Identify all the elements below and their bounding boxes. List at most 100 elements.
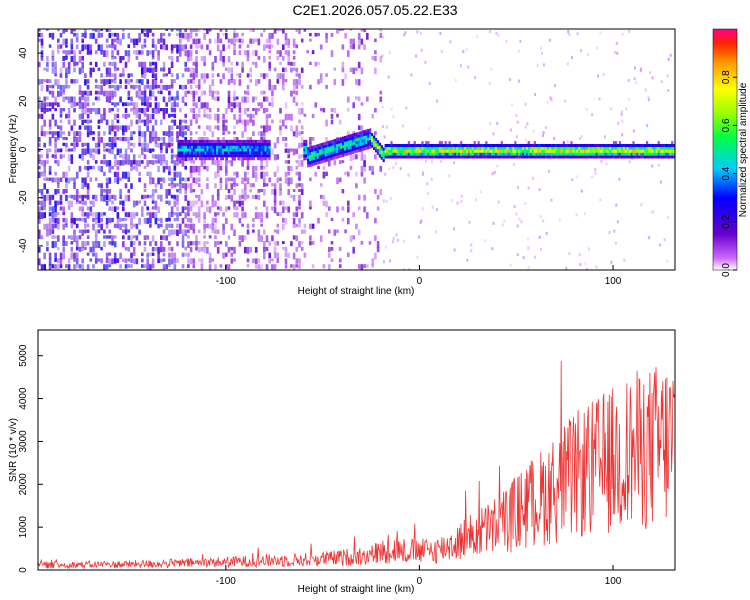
spectrogram-noise-cell [70,148,74,152]
spectrogram-signal-cell [392,149,395,153]
spectrogram-noise-cell [189,200,193,208]
spectrogram-signal-cell [429,155,432,159]
spectrogram-noise-cell [92,252,95,257]
spectrogram-signal-cell [651,144,654,147]
spectrogram-noise-cell [233,206,236,210]
spectrogram-noise-cell [48,200,52,206]
spectrogram-noise-cell [62,56,65,61]
spectrogram-noise-cell [75,79,79,84]
spectrogram-signal-cell [229,148,232,152]
spectrogram-signal-cell [506,155,509,159]
spectrogram-noise-cell [309,61,312,65]
spectrogram-noise-cell [225,67,228,71]
spectrogram-signal-cell [502,155,505,159]
spectrogram-signal-cell [218,148,221,152]
spectrogram-noise-cell [65,217,68,225]
spectrogram-noise-cell [544,126,547,130]
spectrogram-noise-cell [116,217,120,224]
spectrogram-noise-cell [132,50,136,55]
spectrogram-signal-cell [638,144,641,147]
spectrogram-noise-cell [491,247,494,251]
spectrogram-signal-cell [628,146,631,150]
spectrogram-noise-cell [336,177,339,185]
spectrogram-noise-cell [62,84,65,92]
spectrogram-noise-cell [165,264,168,269]
spectrogram-noise-cell [216,119,220,124]
spectrogram-noise-cell [542,219,545,223]
spectrogram-noise-cell [287,252,290,258]
spectrogram-noise-cell [173,183,177,188]
spectrogram-signal-cell [644,144,647,147]
spectrogram-signal-cell [469,152,472,156]
spectrogram-noise-cell [65,223,68,228]
spectrogram-noise-cell [384,172,387,176]
spectrogram-noise-cell [244,194,247,201]
spectrogram-noise-cell [252,217,255,222]
spectrogram-noise-cell [81,90,84,97]
spectrogram-noise-cell [300,183,304,189]
spectrogram-signal-cell [609,146,612,150]
spectrogram-noise-cell [292,67,296,71]
spectrogram-signal-cell [638,152,641,156]
spectrogram-signal-cell [587,152,591,156]
spectrogram-noise-cell [197,108,201,113]
spectrogram-signal-cell [562,149,565,153]
spectrogram-noise-cell [59,200,63,205]
spectrogram-noise-cell [105,73,109,78]
spectrogram-noise-cell [54,79,57,86]
spectrogram-noise-cell [146,32,149,38]
spectrogram-signal-cell [415,152,418,156]
spectrogram-signal-cell [458,152,461,156]
spectrogram-noise-cell [146,102,149,110]
spectrogram-noise-cell [168,56,171,60]
spectrogram-noise-cell [122,229,125,233]
spectrogram-signal-cell [489,146,492,150]
spectrogram-signal-cell [508,146,511,150]
spectrogram-noise-cell [273,252,277,259]
spectrogram-noise-cell [349,67,353,73]
spectrogram-noise-cell [62,241,65,247]
spectrogram-noise-cell [100,258,103,264]
spectrogram-noise-cell [206,183,209,190]
spectrogram-noise-cell [352,44,355,50]
spectrogram-signal-cell [198,157,201,161]
spectrogram-noise-cell [173,119,177,126]
spectrogram-signal-cell [545,144,548,147]
spectrogram-signal-cell [223,148,227,152]
spectrogram-signal-cell [225,142,228,146]
spectrogram-signal-cell [177,145,180,149]
spectrogram-signal-cell [225,157,228,161]
spectrogram-signal-cell [355,138,358,142]
spectrogram-signal-cell [204,139,207,143]
spectrogram-signal-cell [249,151,252,155]
spectrogram-signal-cell [638,149,641,153]
spectrogram-signal-cell [212,145,215,149]
spectrogram-signal-cell [212,154,215,158]
spectrogram-noise-cell [273,154,277,161]
spectrogram-signal-cell [373,144,376,148]
spectrogram-signal-cell [332,142,335,146]
spectrogram-signal-cell [402,155,405,159]
spectrogram-noise-cell [238,154,242,161]
spectrogram-noise-cell [300,131,304,135]
spectrogram-noise-cell [540,46,542,50]
spectrogram-noise-cell [119,148,122,154]
spectrogram-signal-cell [646,141,649,145]
spectrogram-signal-cell [262,145,265,149]
spectrogram-signal-cell [473,144,476,147]
spectrogram-noise-cell [189,67,193,73]
spectrogram-noise-cell [138,131,141,137]
spectrogram-signal-cell [371,141,374,145]
spectrogram-signal-cell [260,139,263,143]
spectrogram-noise-cell [357,264,361,269]
spectrogram-noise-cell [216,241,220,245]
spectrogram-noise-cell [65,96,68,100]
spectrogram-signal-cell [452,152,455,156]
spectrogram-signal-cell [589,155,592,159]
spectrogram-noise-cell [162,142,166,146]
spectrogram-signal-cell [446,155,449,159]
spectrogram-noise-cell [216,73,220,77]
spectrogram-noise-cell [303,113,307,117]
spectrogram-noise-cell [138,200,141,204]
spectrogram-signal-cell [380,150,383,154]
